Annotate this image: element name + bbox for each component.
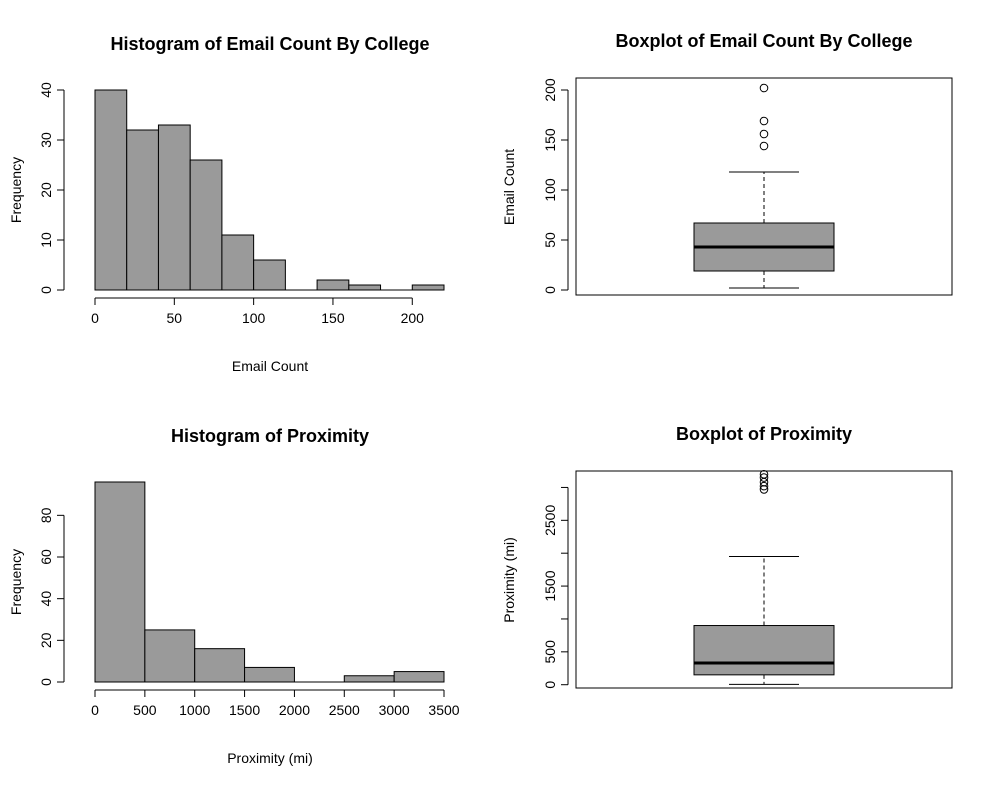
y-tick-label: 200 — [542, 78, 558, 102]
y-tick-label: 20 — [38, 632, 54, 648]
x-tick-label: 100 — [242, 310, 266, 326]
y-tick-label: 30 — [38, 132, 54, 148]
y-tick-label: 0 — [542, 681, 558, 689]
y-tick-label: 60 — [38, 549, 54, 565]
panel-hist-email: Histogram of Email Count By College Emai… — [8, 34, 445, 374]
plot-frame — [575, 470, 953, 689]
y-tick-label: 40 — [38, 591, 54, 607]
chart-title: Histogram of Proximity — [171, 426, 369, 446]
y-tick-label: 100 — [542, 178, 558, 202]
histogram-bar — [316, 279, 350, 291]
panel-box-prox: Boxplot of Proximity Proximity (mi) 0 500… — [501, 424, 953, 689]
y-tick-label: 2500 — [542, 505, 558, 536]
outlier-point — [759, 141, 769, 151]
x-tick-label: 150 — [321, 310, 345, 326]
histogram-bar — [126, 129, 159, 291]
x-tick-label: 500 — [133, 702, 157, 718]
x-tick-label: 0 — [91, 702, 99, 718]
chart-title: Boxplot of Email Count By College — [615, 31, 912, 51]
chart-title: Boxplot of Proximity — [676, 424, 852, 444]
x-tick-label: 1500 — [229, 702, 260, 718]
histogram-bar — [144, 629, 196, 683]
y-tick-label: 10 — [38, 232, 54, 248]
plot-area: 0 500 1000 1500 2000 2500 3000 3500 0 20 40 60 80 — [38, 481, 460, 718]
histogram-bar — [253, 259, 286, 291]
x-tick-label: 200 — [401, 310, 425, 326]
y-tick-label: 50 — [542, 232, 558, 248]
y-axis-label: Proximity (mi) — [501, 537, 517, 623]
x-axis-label: Proximity (mi) — [227, 750, 313, 766]
y-axis-label: Frequency — [8, 549, 24, 615]
histogram-bar — [194, 648, 246, 683]
y-tick-label: 0 — [38, 678, 54, 686]
x-tick-label: 3500 — [428, 702, 459, 718]
x-tick-label: 0 — [91, 310, 99, 326]
histogram-bar — [393, 671, 445, 683]
x-tick-label: 1000 — [179, 702, 210, 718]
outlier-point — [759, 473, 769, 482]
y-tick-label: 0 — [38, 286, 54, 294]
plot-area: 0 50 100 150 200 — [542, 77, 953, 296]
outlier-point — [759, 116, 769, 126]
histogram-bar — [94, 89, 128, 291]
x-tick-label: 2000 — [279, 702, 310, 718]
y-tick-label: 500 — [542, 640, 558, 664]
plot-area: 0 500 1500 2500 — [542, 469, 953, 689]
histogram-bar — [221, 234, 255, 291]
x-tick-label: 2500 — [329, 702, 360, 718]
chart-title: Histogram of Email Count By College — [110, 34, 429, 54]
x-tick-label: 3000 — [379, 702, 410, 718]
outlier-point — [759, 129, 769, 139]
iqr-box — [693, 625, 835, 676]
histogram-bar — [348, 284, 382, 291]
y-axis-label: Frequency — [8, 157, 24, 223]
y-tick-label: 150 — [542, 128, 558, 152]
outlier-point — [759, 481, 769, 491]
histogram-bar — [244, 666, 295, 683]
y-tick-label: 40 — [38, 82, 54, 98]
y-tick-label: 1500 — [542, 570, 558, 601]
plot-area: 0 50 100 150 200 0 10 20 30 40 — [38, 82, 445, 326]
y-tick-label: 80 — [38, 507, 54, 523]
x-axis-label: Email Count — [232, 358, 308, 374]
y-axis-label: Email Count — [501, 149, 517, 225]
histogram-bar — [94, 481, 146, 683]
histogram-bar — [157, 124, 191, 291]
panel-hist-prox: Histogram of Proximity Proximity (mi) Fr… — [8, 426, 460, 766]
histogram-bar — [189, 159, 223, 291]
outlier-point — [759, 83, 769, 93]
histogram-bar — [343, 675, 395, 683]
plot-frame — [575, 77, 953, 296]
y-tick-label: 0 — [542, 286, 558, 294]
outlier-point — [759, 469, 769, 479]
x-tick-label: 50 — [167, 310, 183, 326]
y-tick-label: 20 — [38, 182, 54, 198]
panel-box-email: Boxplot of Email Count By College Email … — [501, 31, 953, 296]
histogram-bar — [411, 284, 445, 291]
